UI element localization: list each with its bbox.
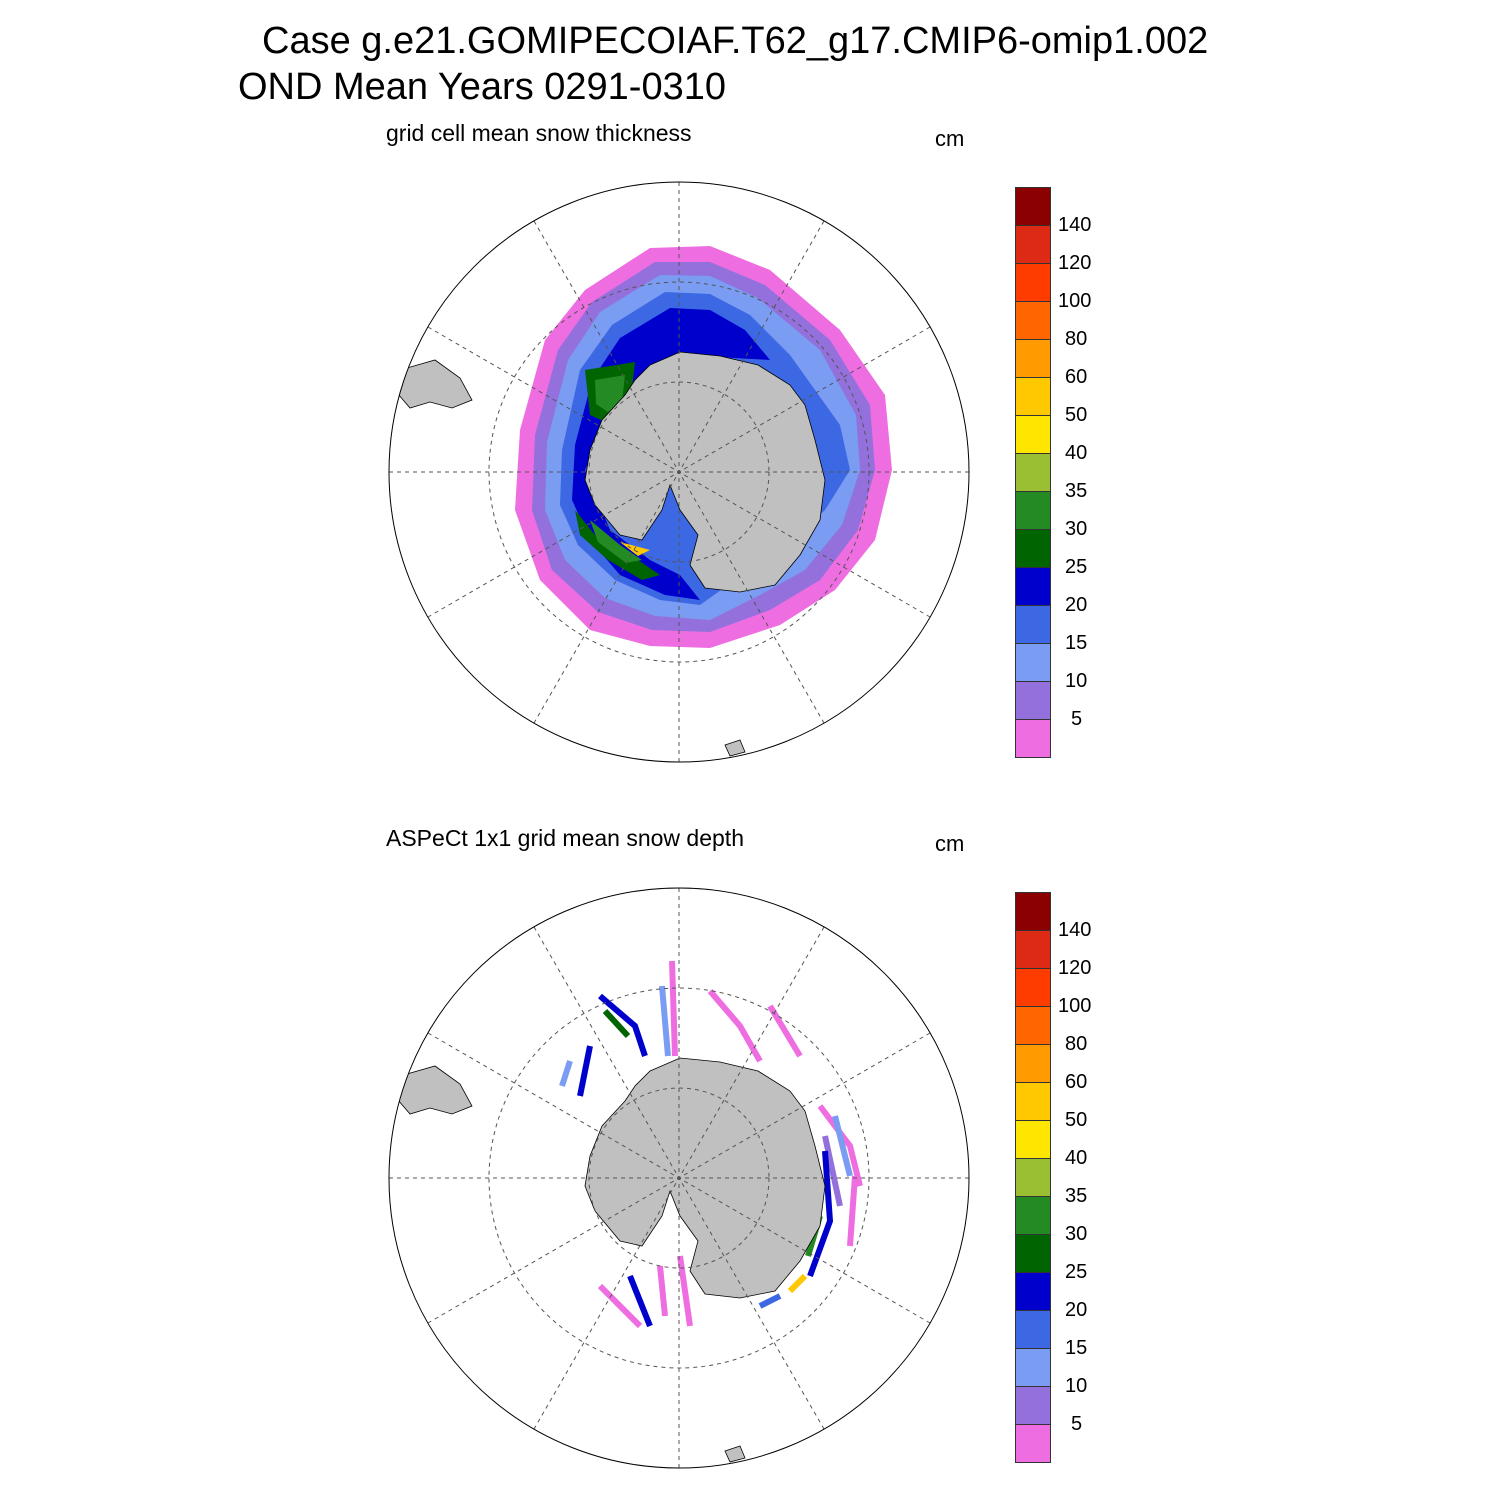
figure-title-line2: OND Mean Years 0291-0310 [238, 66, 726, 108]
colorbar-label: 15 [1065, 1337, 1088, 1359]
snow-band-25-30 [575, 362, 660, 580]
panel2-subtitle: ASPeCt 1x1 grid mean snow depth [386, 825, 744, 851]
colorbar-label: 120 [1058, 252, 1092, 274]
colorbar-label: 25 [1065, 556, 1088, 578]
colorbar-label: 5 [1071, 708, 1083, 730]
colorbar-swatch [1016, 1387, 1050, 1425]
figure-title-line1: Case g.e21.GOMIPECOIAF.T62_g17.CMIP6-omi… [262, 20, 1209, 62]
colorbar-swatch [1016, 969, 1050, 1007]
colorbar-swatch [1016, 893, 1050, 931]
colorbar-swatch [1016, 1197, 1050, 1235]
colorbar-swatch [1016, 931, 1050, 969]
colorbar-swatch [1016, 644, 1050, 682]
colorbar-swatch [1016, 530, 1050, 568]
colorbar-swatch [1016, 454, 1050, 492]
colorbar-swatch [1016, 682, 1050, 720]
colorbar-label: 10 [1065, 670, 1088, 692]
ship-tracks [559, 960, 863, 1329]
colorbar-swatch [1016, 1159, 1050, 1197]
colorbar-label: 20 [1065, 594, 1088, 616]
colorbar-label: 50 [1065, 1109, 1088, 1131]
colorbar-label: 30 [1065, 1223, 1088, 1245]
south-america-land [397, 1065, 473, 1115]
colorbar-swatch [1016, 568, 1050, 606]
colorbar-swatch [1016, 1121, 1050, 1159]
colorbar-label: 35 [1065, 1185, 1088, 1207]
panel1-colorbar [1015, 187, 1051, 758]
colorbar-label: 50 [1065, 404, 1088, 426]
island-land [724, 1445, 746, 1463]
colorbar-swatch [1016, 302, 1050, 340]
panel2-polar-map [388, 887, 970, 1469]
colorbar-label: 140 [1058, 919, 1092, 941]
colorbar-label: 80 [1065, 328, 1088, 350]
colorbar-label: 100 [1058, 995, 1092, 1017]
colorbar-swatch [1016, 720, 1050, 757]
island-land [724, 739, 746, 757]
colorbar-swatch [1016, 1235, 1050, 1273]
colorbar-swatch [1016, 378, 1050, 416]
colorbar-swatch [1016, 416, 1050, 454]
colorbar-label: 20 [1065, 1299, 1088, 1321]
colorbar-label: 30 [1065, 518, 1088, 540]
colorbar-label: 25 [1065, 1261, 1088, 1283]
colorbar-label: 60 [1065, 1071, 1088, 1093]
panel1-units: cm [935, 126, 965, 151]
panel2-colorbar [1015, 892, 1051, 1463]
colorbar-swatch [1016, 606, 1050, 644]
colorbar-label: 120 [1058, 957, 1092, 979]
colorbar-swatch [1016, 1083, 1050, 1121]
colorbar-swatch [1016, 1273, 1050, 1311]
colorbar-swatch [1016, 492, 1050, 530]
colorbar-swatch [1016, 264, 1050, 302]
colorbar-swatch [1016, 340, 1050, 378]
colorbar-swatch [1016, 226, 1050, 264]
panel2-units: cm [935, 831, 965, 856]
colorbar-swatch [1016, 1311, 1050, 1349]
colorbar-swatch [1016, 1045, 1050, 1083]
colorbar-label: 5 [1071, 1413, 1083, 1435]
colorbar-label: 10 [1065, 1375, 1088, 1397]
colorbar-label: 60 [1065, 366, 1088, 388]
colorbar-swatch [1016, 1007, 1050, 1045]
colorbar-label: 15 [1065, 632, 1088, 654]
south-america-land [397, 359, 473, 409]
colorbar-label: 100 [1058, 290, 1092, 312]
colorbar-label: 40 [1065, 442, 1088, 464]
colorbar-label: 80 [1065, 1033, 1088, 1055]
colorbar-swatch [1016, 1425, 1050, 1462]
panel1-polar-map [388, 181, 970, 763]
colorbar-swatch [1016, 1349, 1050, 1387]
colorbar-label: 35 [1065, 480, 1088, 502]
panel1-subtitle: grid cell mean snow thickness [386, 120, 692, 146]
colorbar-label: 40 [1065, 1147, 1088, 1169]
colorbar-label: 140 [1058, 214, 1092, 236]
colorbar-swatch [1016, 188, 1050, 226]
